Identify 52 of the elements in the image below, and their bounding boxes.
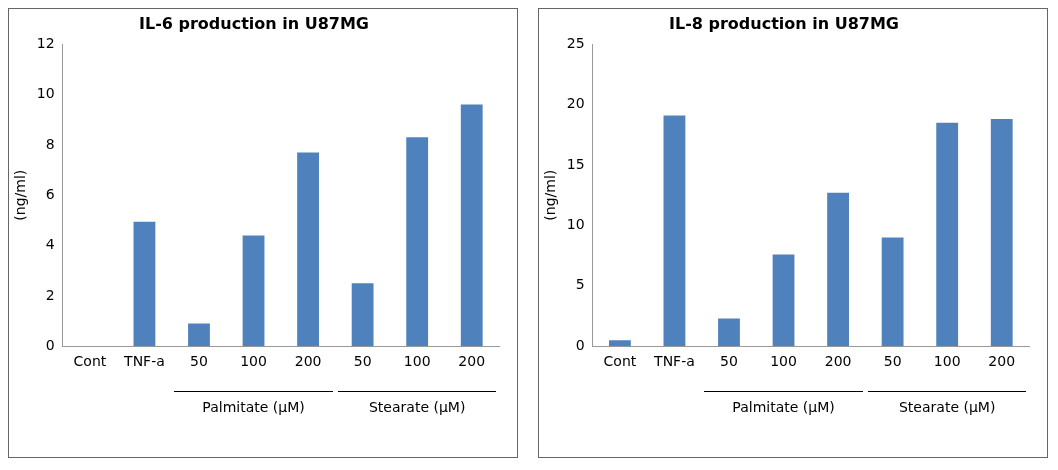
text: Stearate (μM)	[368, 399, 467, 415]
text: Palmitate (μM)	[731, 399, 836, 415]
y-tick-label: 5	[575, 276, 585, 293]
x-tick-label: 50	[883, 353, 902, 370]
bar	[242, 235, 265, 347]
x-tick-label: 100	[770, 353, 797, 370]
bar	[936, 122, 959, 347]
y-tick-label: 10	[566, 216, 585, 233]
y-tick-label: 20	[566, 95, 585, 112]
x-tick-label: 50	[190, 353, 208, 370]
x-tick-label: Cont	[73, 353, 107, 370]
x-tick-label: TNF-a	[123, 353, 165, 370]
bar	[990, 119, 1013, 347]
y-tick-label: 10	[36, 85, 55, 102]
x-tick-label: TNF-a	[653, 353, 695, 370]
bar	[663, 115, 686, 347]
bar	[351, 283, 374, 347]
x-tick-label: 50	[353, 353, 372, 370]
y-tick-label: 0	[45, 336, 55, 353]
bar	[297, 152, 319, 347]
x-tick-label: 100	[933, 353, 961, 370]
x-tick-label: 200	[458, 353, 486, 370]
bar	[188, 323, 210, 347]
y-tick-label: 15	[566, 155, 585, 172]
x-tick-label: 200	[824, 353, 852, 370]
x-tick-label: 100	[240, 353, 267, 370]
y-tick-label: 4	[45, 236, 55, 253]
chart-title: IL-8 production in U87MG	[669, 13, 899, 33]
y-tick-label: 0	[575, 336, 585, 353]
bar	[718, 318, 740, 347]
x-tick-label: 50	[720, 353, 738, 370]
y-tick-label: 12	[36, 34, 55, 51]
x-tick-label: Cont	[603, 353, 637, 370]
bar	[133, 221, 156, 347]
bar	[827, 192, 849, 347]
y-tick-label: 8	[45, 135, 55, 152]
bar	[460, 104, 483, 347]
x-tick-label: 200	[988, 353, 1016, 370]
x-tick-label: 100	[403, 353, 431, 370]
bar	[881, 237, 904, 347]
chart-title: IL-6 production in U87MG	[139, 13, 369, 33]
bar	[406, 137, 429, 347]
bar	[608, 340, 631, 347]
bar	[772, 254, 795, 347]
y-axis-title: (ng/ml)	[542, 169, 559, 221]
y-tick-label: 25	[566, 34, 585, 51]
y-tick-label: 2	[45, 286, 55, 303]
text: Stearate (μM)	[898, 399, 997, 415]
text: Palmitate (μM)	[201, 399, 306, 415]
y-tick-label: 6	[45, 185, 55, 202]
y-axis-title: (ng/ml)	[12, 169, 29, 221]
x-tick-label: 200	[294, 353, 322, 370]
